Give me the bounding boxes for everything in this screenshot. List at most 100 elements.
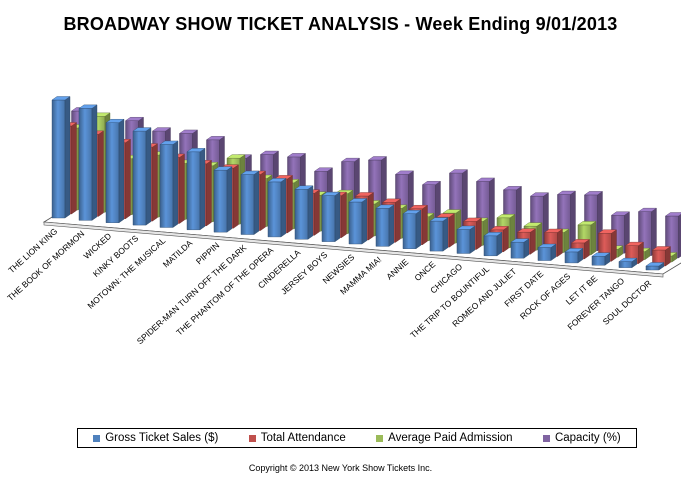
bar-face-gross-10 — [321, 195, 336, 242]
bar-top-attendance-12 — [381, 198, 402, 203]
bar-top-attendance-11 — [354, 192, 375, 197]
bar-side-avg-19 — [590, 221, 597, 256]
bar-top-gross-15 — [456, 225, 476, 230]
bar-top-capacity-3 — [151, 127, 172, 132]
bar-side-gross-14 — [442, 217, 449, 252]
floor-edge — [43, 221, 664, 278]
bar-top-gross-9 — [294, 185, 314, 190]
bar-gross-8 — [267, 178, 287, 238]
bar-side-gross-11 — [361, 198, 368, 245]
bar-top-capacity-21 — [637, 207, 658, 212]
bar-gross-14 — [429, 217, 449, 252]
bar-side-gross-8 — [280, 178, 287, 238]
bar-side-attendance-11 — [368, 192, 374, 241]
bar-top-capacity-11 — [367, 156, 388, 161]
bar-top-capacity-8 — [286, 153, 307, 158]
bar-side-gross-5 — [199, 147, 206, 231]
bar-top-gross-8 — [267, 178, 287, 183]
bar-side-attendance-17 — [530, 228, 536, 255]
bar-top-capacity-4 — [178, 129, 199, 134]
bar-side-gross-10 — [334, 191, 341, 243]
bar-side-attendance-7 — [260, 170, 266, 231]
bar-face-gross-1 — [78, 108, 93, 221]
bar-face-gross-5 — [186, 151, 201, 231]
bar-top-capacity-16 — [502, 186, 523, 191]
bar-gross-3 — [132, 127, 152, 226]
bar-side-attendance-5 — [206, 159, 212, 227]
bar-side-attendance-21 — [638, 241, 644, 265]
bar-side-gross-0 — [64, 96, 71, 219]
bar-face-gross-22 — [645, 265, 660, 271]
bar-top-capacity-10 — [340, 157, 361, 162]
bar-side-attendance-0 — [71, 122, 77, 215]
bar-side-gross-12 — [388, 204, 395, 247]
bar-side-gross-13 — [415, 209, 422, 250]
bar-side-attendance-18 — [557, 228, 563, 257]
bar-gross-4 — [159, 140, 179, 228]
bar-gross-10 — [321, 191, 341, 243]
bar-top-attendance-22 — [651, 246, 672, 251]
bar-top-capacity-18 — [556, 190, 577, 195]
bar-top-capacity-12 — [394, 170, 415, 175]
x-tick-label-0: THE LION KING — [6, 226, 59, 275]
legend-swatch-capacity — [542, 434, 550, 442]
bar-top-gross-14 — [429, 217, 449, 222]
bar-top-avg-14 — [442, 209, 462, 214]
bar-top-gross-0 — [51, 96, 71, 101]
bar-face-gross-2 — [105, 122, 120, 223]
legend-item-gross: Gross Ticket Sales ($) — [93, 432, 218, 444]
bar-gross-12 — [375, 204, 395, 247]
bar-side-attendance-6 — [233, 164, 239, 229]
bar-side-attendance-9 — [314, 189, 320, 236]
bar-gross-19 — [564, 248, 584, 264]
bar-gross-1 — [78, 104, 98, 221]
bar-side-attendance-20 — [611, 229, 617, 262]
bar-top-avg-16 — [496, 214, 516, 219]
bar-side-gross-2 — [118, 118, 125, 224]
bar-face-gross-20 — [591, 256, 606, 266]
bar-top-gross-18 — [537, 243, 557, 248]
bar-top-gross-6 — [213, 166, 233, 171]
bar-side-gross-16 — [496, 231, 503, 257]
x-tick-label-14: ONCE — [412, 259, 437, 283]
chart-title: BROADWAY SHOW TICKET ANALYSIS - Week End… — [63, 14, 618, 34]
bar-top-capacity-14 — [448, 169, 469, 174]
bar-side-attendance-10 — [341, 191, 347, 239]
bar-top-gross-11 — [348, 198, 368, 203]
x-tick-label-7: SPIDER-MAN TURN OFF THE DARK — [135, 242, 249, 346]
bar-face-gross-3 — [132, 130, 147, 226]
bar-side-gross-9 — [307, 185, 314, 240]
bar-side-gross-1 — [91, 104, 98, 221]
bar-gross-21 — [618, 257, 638, 269]
bar-face-gross-4 — [159, 144, 174, 228]
bar-side-gross-4 — [172, 140, 179, 228]
bar-face-gross-6 — [213, 169, 228, 233]
bar-top-gross-16 — [483, 232, 503, 237]
bar-top-capacity-15 — [475, 177, 496, 182]
bar-top-attendance-16 — [489, 226, 510, 231]
legend-item-average: Average Paid Admission — [376, 432, 513, 444]
bar-face-gross-21 — [618, 261, 633, 268]
bar-top-capacity-2 — [124, 117, 145, 121]
bar-top-gross-21 — [618, 257, 638, 262]
bar-top-gross-4 — [159, 140, 179, 145]
bar-side-attendance-14 — [449, 213, 455, 248]
bar-top-avg-17 — [523, 222, 543, 227]
legend-label-capacity: Capacity (%) — [554, 432, 621, 444]
bar-side-attendance-12 — [395, 198, 401, 243]
bar-gross-18 — [537, 243, 557, 261]
bar-gross-17 — [510, 238, 530, 259]
bar-side-attendance-4 — [179, 153, 185, 224]
bar-side-attendance-8 — [287, 175, 293, 234]
legend: Gross Ticket Sales ($) Total Attendance … — [77, 428, 637, 448]
bar-face-gross-11 — [348, 201, 363, 245]
bar-gross-2 — [105, 118, 125, 224]
bar-face-gross-13 — [402, 213, 417, 249]
bar-gross-6 — [213, 166, 233, 233]
bar-top-capacity-9 — [313, 167, 334, 172]
bar-gross-11 — [348, 198, 368, 245]
bar-top-attendance-20 — [597, 229, 618, 234]
x-tick-label-13: ANNIE — [384, 257, 410, 282]
copyright-note: Copyright © 2013 New York Show Tickets I… — [248, 463, 433, 473]
bar-top-attendance-21 — [624, 241, 645, 246]
